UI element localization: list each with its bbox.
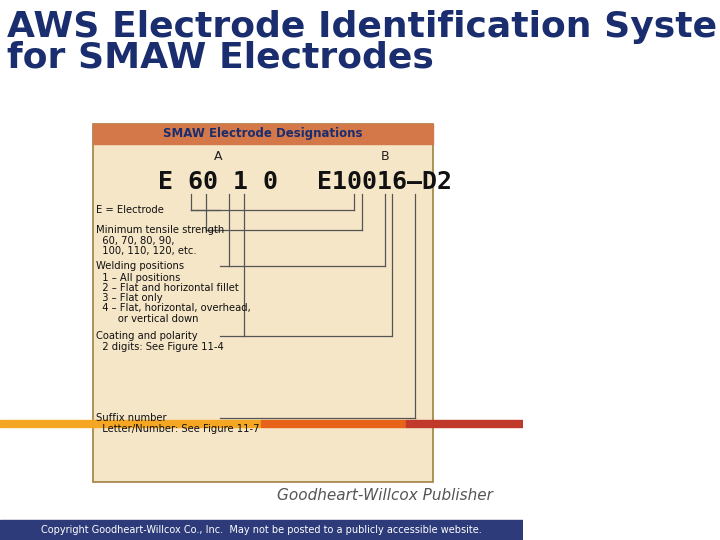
Text: A: A bbox=[213, 151, 222, 164]
Text: 4 – Flat, horizontal, overhead,: 4 – Flat, horizontal, overhead, bbox=[96, 303, 251, 313]
Bar bbox=[406, 420, 523, 427]
Text: 60, 70, 80, 90,: 60, 70, 80, 90, bbox=[96, 236, 174, 246]
Text: Goodheart-Willcox Publisher: Goodheart-Willcox Publisher bbox=[276, 488, 492, 503]
Text: Letter/Number: See Figure 11-7: Letter/Number: See Figure 11-7 bbox=[96, 424, 259, 434]
Text: for SMAW Electrodes: for SMAW Electrodes bbox=[7, 40, 434, 74]
Text: Minimum tensile strength: Minimum tensile strength bbox=[96, 225, 224, 235]
Text: Welding positions: Welding positions bbox=[96, 261, 184, 271]
Text: Coating and polarity: Coating and polarity bbox=[96, 331, 197, 341]
Text: 2 digits: See Figure 11-4: 2 digits: See Figure 11-4 bbox=[96, 342, 223, 352]
Bar bbox=[0, 420, 261, 427]
Text: 3 – Flat only: 3 – Flat only bbox=[96, 293, 163, 303]
Text: B: B bbox=[380, 151, 389, 164]
Text: AWS Electrode Identification System: AWS Electrode Identification System bbox=[7, 10, 720, 44]
Bar bbox=[0, 520, 523, 540]
Text: E10016–D2: E10016–D2 bbox=[317, 170, 452, 194]
Text: Copyright Goodheart-Willcox Co., Inc.  May not be posted to a publicly accessibl: Copyright Goodheart-Willcox Co., Inc. Ma… bbox=[41, 525, 482, 535]
Text: 1 – All positions: 1 – All positions bbox=[96, 273, 180, 283]
Text: SMAW Electrode Designations: SMAW Electrode Designations bbox=[163, 127, 362, 140]
Text: 100, 110, 120, etc.: 100, 110, 120, etc. bbox=[96, 246, 197, 256]
Text: Suffix number: Suffix number bbox=[96, 413, 166, 423]
Text: 2 – Flat and horizontal fillet: 2 – Flat and horizontal fillet bbox=[96, 283, 238, 293]
Text: E 60 1 0: E 60 1 0 bbox=[158, 170, 278, 194]
Bar bbox=[93, 124, 433, 144]
Bar bbox=[261, 420, 406, 427]
Bar bbox=[93, 124, 433, 482]
Text: or vertical down: or vertical down bbox=[96, 314, 198, 324]
Text: E = Electrode: E = Electrode bbox=[96, 205, 163, 215]
